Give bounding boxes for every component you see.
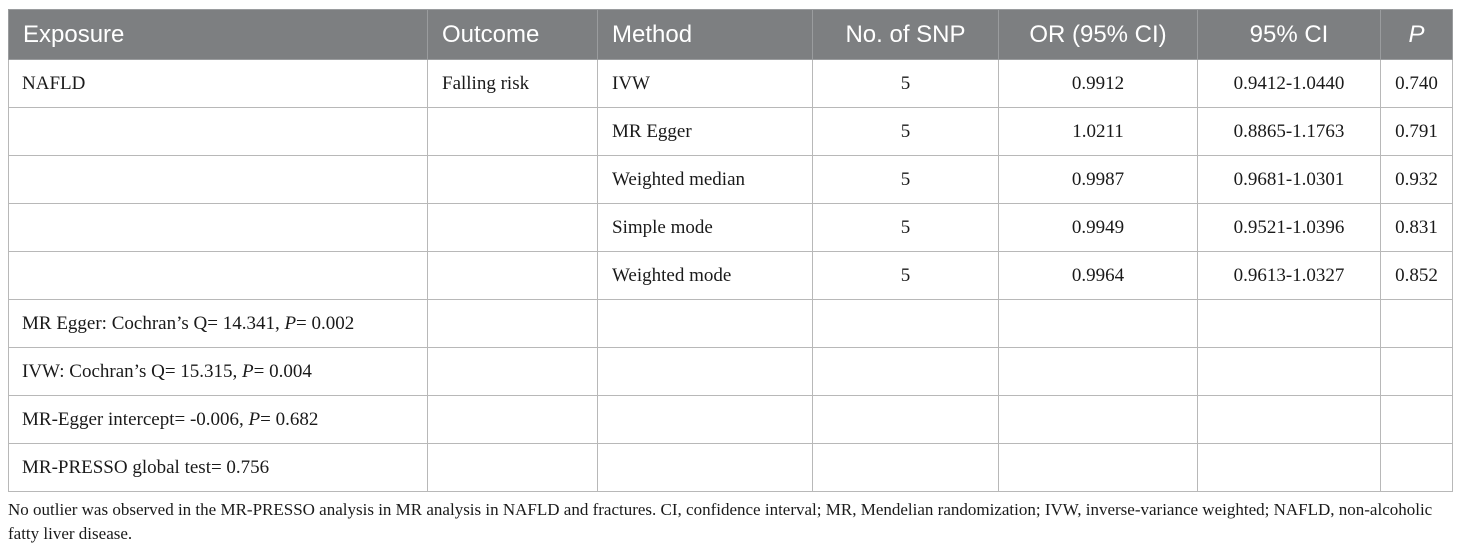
header-snp-count: No. of SNP [812, 9, 999, 60]
cell-method: MR Egger [597, 107, 813, 156]
cell-method: Weighted median [597, 155, 813, 204]
table-row: Weighted mode 5 0.9964 0.9613-1.0327 0.8… [8, 251, 1453, 300]
cell-p: 0.831 [1380, 203, 1453, 252]
table-row: MR Egger 5 1.0211 0.8865-1.1763 0.791 [8, 107, 1453, 156]
table-row: Simple mode 5 0.9949 0.9521-1.0396 0.831 [8, 203, 1453, 252]
stat-text: MR-PRESSO global test= 0.756 [22, 456, 270, 478]
table-row: Weighted median 5 0.9987 0.9681-1.0301 0… [8, 155, 1453, 204]
header-method: Method [597, 9, 813, 60]
stat-cell: IVW: Cochran’s Q= 15.315, P= 0.004 [8, 347, 428, 396]
cell-outcome [427, 203, 598, 252]
empty-cell [597, 395, 813, 444]
cell-exposure [8, 251, 428, 300]
cell-outcome [427, 107, 598, 156]
cell-exposure [8, 155, 428, 204]
cell-p: 0.791 [1380, 107, 1453, 156]
cell-exposure [8, 203, 428, 252]
cell-ci: 0.9521-1.0396 [1197, 203, 1381, 252]
empty-cell [998, 395, 1198, 444]
header-p: P [1380, 9, 1453, 60]
header-or: OR (95% CI) [998, 9, 1198, 60]
stat-p-value: = 0.682 [260, 408, 319, 430]
empty-cell [1380, 395, 1453, 444]
empty-cell [812, 299, 999, 348]
stat-cell: MR-PRESSO global test= 0.756 [8, 443, 428, 492]
stat-text: MR-Egger intercept= -0.006, [22, 408, 249, 430]
cell-or: 0.9949 [998, 203, 1198, 252]
empty-cell [427, 299, 598, 348]
empty-cell [812, 395, 999, 444]
cell-outcome: Falling risk [427, 59, 598, 108]
cell-outcome [427, 155, 598, 204]
stats-row: MR Egger: Cochran’s Q= 14.341, P= 0.002 [8, 299, 1453, 348]
results-table-container: Exposure Outcome Method No. of SNP OR (9… [8, 9, 1453, 492]
empty-cell [427, 443, 598, 492]
empty-cell [998, 299, 1198, 348]
cell-ci: 0.8865-1.1763 [1197, 107, 1381, 156]
stat-text: IVW: Cochran’s Q= 15.315, [22, 360, 243, 382]
empty-cell [1197, 395, 1381, 444]
stats-row: MR-Egger intercept= -0.006, P= 0.682 [8, 395, 1453, 444]
stat-p-value: = 0.004 [253, 360, 312, 382]
cell-ci: 0.9613-1.0327 [1197, 251, 1381, 300]
cell-method: Simple mode [597, 203, 813, 252]
empty-cell [427, 395, 598, 444]
empty-cell [1197, 347, 1381, 396]
cell-method: Weighted mode [597, 251, 813, 300]
cell-outcome [427, 251, 598, 300]
empty-cell [1197, 299, 1381, 348]
header-exposure: Exposure [8, 9, 428, 60]
cell-p: 0.852 [1380, 251, 1453, 300]
empty-cell [597, 347, 813, 396]
empty-cell [812, 347, 999, 396]
cell-method: IVW [597, 59, 813, 108]
cell-p: 0.932 [1380, 155, 1453, 204]
stat-p-label: P [242, 360, 254, 382]
empty-cell [1197, 443, 1381, 492]
cell-or: 0.9912 [998, 59, 1198, 108]
empty-cell [1380, 299, 1453, 348]
cell-snp: 5 [812, 107, 999, 156]
empty-cell [1380, 443, 1453, 492]
stat-p-label: P [248, 408, 261, 430]
cell-ci: 0.9681-1.0301 [1197, 155, 1381, 204]
cell-ci: 0.9412-1.0440 [1197, 59, 1381, 108]
cell-or: 0.9964 [998, 251, 1198, 300]
cell-snp: 5 [812, 155, 999, 204]
empty-cell [427, 347, 598, 396]
empty-cell [812, 443, 999, 492]
cell-exposure: NAFLD [8, 59, 428, 108]
table-footnote: No outlier was observed in the MR-PRESSO… [8, 500, 1433, 543]
mr-results-table: Exposure Outcome Method No. of SNP OR (9… [8, 9, 1453, 492]
header-ci: 95% CI [1197, 9, 1381, 60]
stat-cell: MR-Egger intercept= -0.006, P= 0.682 [8, 395, 428, 444]
empty-cell [998, 443, 1198, 492]
stat-cell: MR Egger: Cochran’s Q= 14.341, P= 0.002 [8, 299, 428, 348]
cell-exposure [8, 107, 428, 156]
cell-p: 0.740 [1380, 59, 1453, 108]
header-outcome: Outcome [427, 9, 598, 60]
table-header-row: Exposure Outcome Method No. of SNP OR (9… [8, 9, 1453, 60]
cell-snp: 5 [812, 251, 999, 300]
empty-cell [998, 347, 1198, 396]
cell-or: 0.9987 [998, 155, 1198, 204]
table-row: NAFLD Falling risk IVW 5 0.9912 0.9412-1… [8, 59, 1453, 108]
cell-snp: 5 [812, 59, 999, 108]
cell-snp: 5 [812, 203, 999, 252]
stats-row: MR-PRESSO global test= 0.756 [8, 443, 1453, 492]
empty-cell [1380, 347, 1453, 396]
empty-cell [597, 443, 813, 492]
empty-cell [597, 299, 813, 348]
stat-p-value: = 0.002 [296, 312, 355, 334]
stats-row: IVW: Cochran’s Q= 15.315, P= 0.004 [8, 347, 1453, 396]
cell-or: 1.0211 [998, 107, 1198, 156]
stat-p-label: P [284, 312, 297, 334]
stat-text: MR Egger: Cochran’s Q= 14.341, [22, 312, 285, 334]
